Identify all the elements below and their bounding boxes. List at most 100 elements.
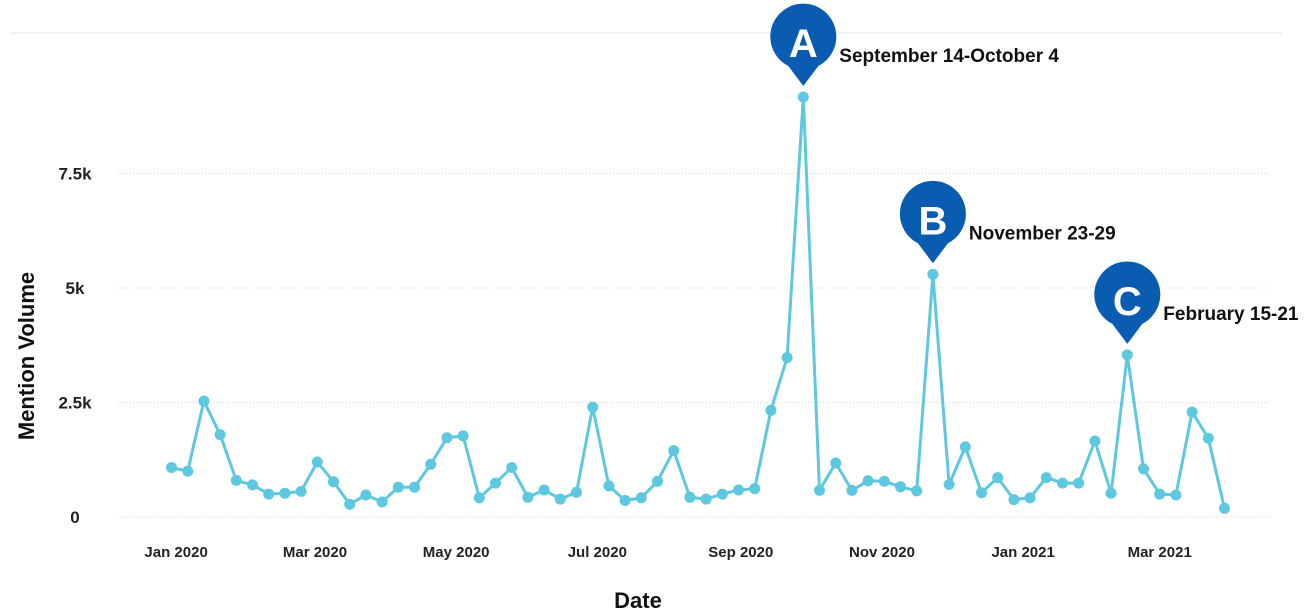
- annotation-marker-letter: B: [918, 199, 947, 243]
- data-point: [959, 441, 971, 453]
- data-point: [473, 492, 485, 504]
- x-axis-title: Date: [614, 588, 662, 613]
- data-point: [1008, 494, 1020, 506]
- data-point: [733, 484, 744, 496]
- data-point: [862, 475, 874, 487]
- data-point: [538, 484, 550, 496]
- data-point: [603, 480, 615, 492]
- data-point: [344, 498, 356, 510]
- data-point: [652, 475, 663, 487]
- data-point: [279, 487, 291, 499]
- data-point: [295, 485, 307, 497]
- data-point: [992, 472, 1004, 484]
- annotation-marker-letter: A: [789, 22, 818, 66]
- x-tick-label: Jan 2021: [991, 544, 1054, 561]
- data-point: [1040, 472, 1052, 484]
- y-tick-label: 7.5k: [58, 165, 92, 184]
- x-tick-label: Mar 2021: [1128, 544, 1192, 561]
- x-tick-label: May 2020: [423, 544, 490, 561]
- grid-lines: [118, 173, 1270, 518]
- data-point: [781, 352, 793, 364]
- data-point: [635, 492, 647, 504]
- map-pin-icon: [899, 180, 966, 264]
- data-point: [1138, 463, 1149, 475]
- data-point: [230, 474, 242, 486]
- data-point: [571, 486, 582, 498]
- annotation-a: A September 14-October 4: [770, 3, 1059, 87]
- data-point: [214, 429, 226, 441]
- series-line: [171, 95, 1226, 509]
- map-pin-icon: [1094, 261, 1161, 344]
- data-point: [1089, 435, 1101, 447]
- data-point: [895, 481, 906, 493]
- map-pin-icon: [770, 3, 837, 87]
- annotation-marker-letter: C: [1113, 280, 1142, 324]
- data-point: [1154, 488, 1166, 500]
- data-point: [1202, 432, 1214, 444]
- data-point: [765, 404, 777, 416]
- data-point: [409, 481, 420, 493]
- data-point: [522, 491, 534, 503]
- annotation-label: September 14-October 4: [839, 46, 1059, 67]
- data-point: [182, 465, 194, 477]
- data-point: [1219, 502, 1230, 514]
- data-point: [814, 484, 825, 496]
- annotation-b: B November 23-29: [899, 180, 1116, 264]
- data-point: [1057, 477, 1068, 489]
- series-mention-volume: [171, 95, 1226, 509]
- data-point: [1170, 489, 1182, 501]
- x-axis-ticks: Jan 2020 Mar 2020 May 2020 Jul 2020 Sep 2020…: [144, 544, 1191, 561]
- data-point: [911, 485, 923, 497]
- data-point: [684, 491, 696, 503]
- x-tick-label: Sep 2020: [708, 544, 773, 561]
- data-point: [311, 456, 323, 468]
- annotations: A September 14-October 4 B November 23-29 C F…: [770, 3, 1299, 344]
- data-point: [846, 484, 858, 496]
- data-point: [1024, 492, 1036, 504]
- data-point: [668, 445, 680, 457]
- data-point: [700, 493, 712, 505]
- data-point: [360, 489, 372, 501]
- data-point: [830, 457, 842, 469]
- data-point: [376, 496, 388, 508]
- data-point: [457, 430, 469, 442]
- data-point: [619, 495, 631, 506]
- data-point: [198, 395, 210, 407]
- data-point: [1121, 349, 1133, 361]
- data-point: [1186, 406, 1198, 418]
- annotation-label: February 15-21: [1163, 304, 1299, 325]
- data-point: [797, 91, 809, 103]
- data-point: [263, 488, 275, 500]
- data-point: [587, 401, 599, 413]
- data-point: [166, 462, 177, 473]
- annotation-label: November 23-29: [969, 223, 1116, 244]
- data-point: [328, 476, 339, 488]
- x-tick-label: Jul 2020: [568, 544, 627, 561]
- data-point: [716, 488, 728, 500]
- y-tick-label: 2.5k: [58, 394, 92, 413]
- annotation-c: C February 15-21: [1094, 261, 1299, 344]
- data-points: [166, 91, 1230, 514]
- data-point: [749, 483, 761, 495]
- data-point: [247, 479, 258, 491]
- y-tick-label: 5k: [66, 279, 85, 298]
- data-point: [425, 458, 437, 470]
- y-axis-title: Mention Volume: [14, 272, 39, 440]
- data-point: [1073, 477, 1085, 489]
- data-point: [506, 462, 518, 473]
- x-tick-label: Mar 2020: [283, 544, 347, 561]
- data-point: [927, 268, 939, 280]
- data-point: [392, 481, 404, 493]
- data-point: [943, 479, 955, 490]
- data-point: [878, 475, 890, 487]
- y-axis-ticks: 0 2.5k 5k 7.5k: [58, 165, 92, 528]
- data-point: [554, 493, 566, 505]
- x-tick-label: Jan 2020: [144, 544, 207, 561]
- y-tick-label: 0: [70, 508, 79, 527]
- data-point: [976, 487, 987, 499]
- data-point: [441, 432, 453, 444]
- data-point: [490, 477, 501, 489]
- data-point: [1105, 487, 1117, 499]
- x-tick-label: Nov 2020: [849, 544, 915, 561]
